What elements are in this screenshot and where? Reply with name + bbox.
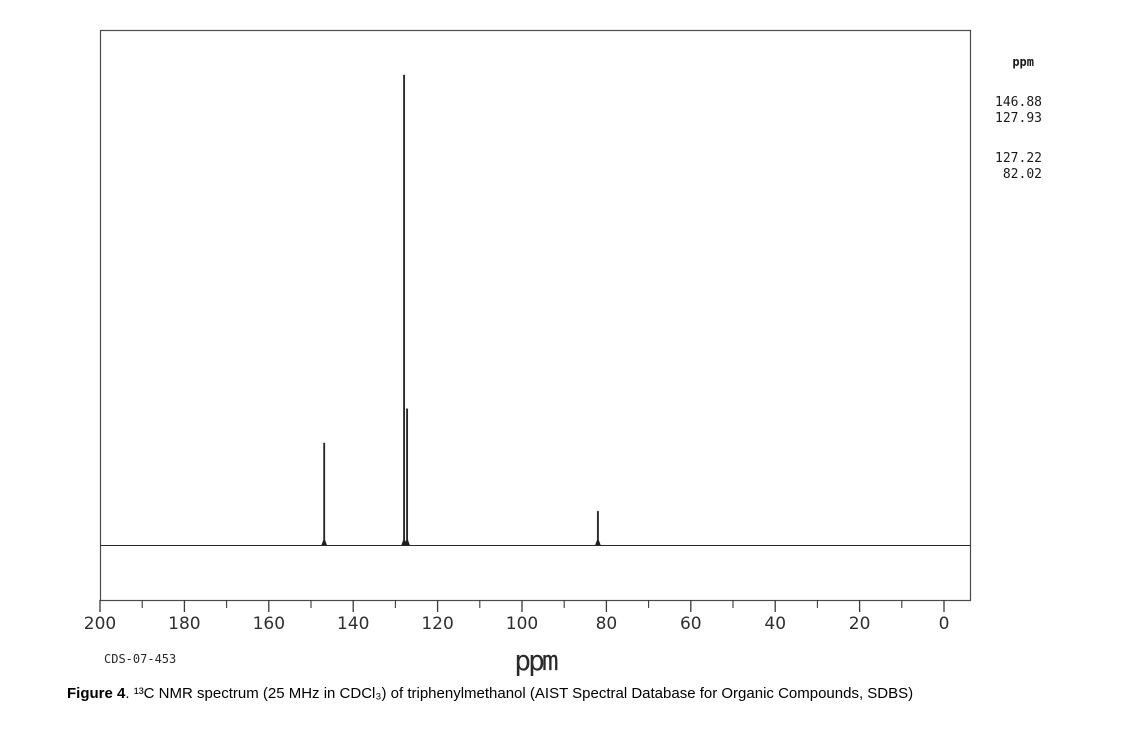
x-axis-tick-label: 200 <box>84 614 116 634</box>
peak-list-panel: ppm 146.88 127.93 127.22 82.02 <box>992 55 1042 183</box>
peak-value: 82.02 <box>1002 167 1042 182</box>
peak-value: 127.22 <box>995 151 1042 166</box>
caption-text: . ¹³C NMR spectrum (25 MHz in CDCl₃) of … <box>125 685 914 702</box>
x-axis-tick-label: 180 <box>168 614 200 634</box>
x-axis-tick-label: 20 <box>849 614 871 634</box>
nmr-peak <box>321 442 327 546</box>
figure-number: Figure 4 <box>67 685 126 702</box>
nmr-peak <box>595 511 601 546</box>
x-axis-tick-label: 160 <box>253 614 285 634</box>
sample-id-label: CDS-07-453 <box>104 652 177 666</box>
x-axis-tick-label: 0 <box>939 614 950 634</box>
x-axis-tick-label: 140 <box>337 614 369 634</box>
x-axis-tick-label: 60 <box>680 614 702 634</box>
nmr-peak <box>404 408 410 546</box>
plot-border <box>99 29 972 602</box>
peak-value: 146.88 <box>995 95 1042 110</box>
peak-value: 127.93 <box>995 111 1042 126</box>
x-axis-tick-label: 40 <box>764 614 786 634</box>
peak-list-values: 146.88 127.93 127.22 82.02 <box>992 95 1042 183</box>
x-axis-tick-label: 80 <box>596 614 618 634</box>
x-axis-tick-label: 100 <box>506 614 538 634</box>
x-axis-title: ppm <box>514 644 559 677</box>
peak-group-gap <box>992 127 1042 151</box>
peak-list-header: ppm <box>1012 55 1034 69</box>
figure-caption: Figure 4. ¹³C NMR spectrum (25 MHz in CD… <box>67 685 1067 702</box>
x-axis-tick-label: 120 <box>421 614 453 634</box>
nmr-peak <box>401 74 407 546</box>
